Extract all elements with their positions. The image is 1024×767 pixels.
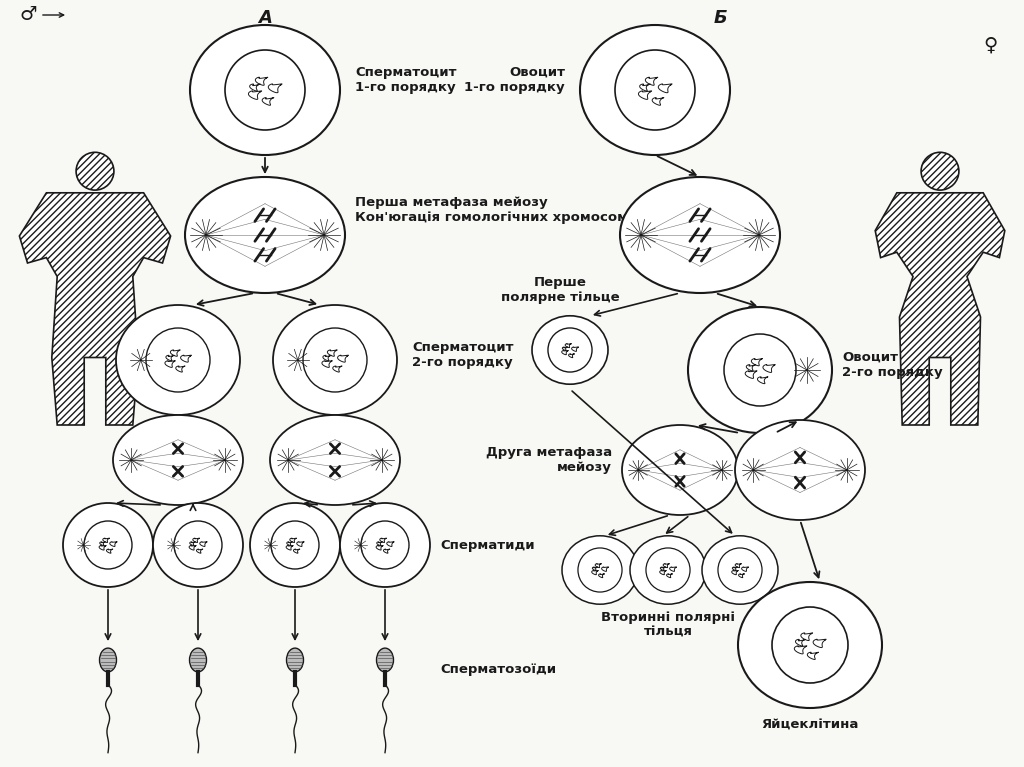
Ellipse shape (532, 316, 608, 384)
Circle shape (303, 328, 367, 392)
Ellipse shape (287, 648, 303, 672)
Polygon shape (19, 193, 171, 425)
Ellipse shape (63, 503, 153, 587)
Text: Вторинні полярні
тільця: Вторинні полярні тільця (601, 611, 735, 639)
Text: Друга метафаза
мейозу: Друга метафаза мейозу (485, 446, 612, 474)
Text: A: A (258, 9, 272, 27)
Circle shape (772, 607, 848, 683)
Circle shape (578, 548, 622, 592)
Ellipse shape (562, 536, 638, 604)
Ellipse shape (99, 648, 117, 672)
Ellipse shape (250, 503, 340, 587)
Ellipse shape (340, 503, 430, 587)
Text: Б: Б (713, 9, 727, 27)
Circle shape (146, 328, 210, 392)
Ellipse shape (688, 307, 831, 433)
Text: Сперматозоїди: Сперматозоїди (440, 663, 556, 676)
Ellipse shape (116, 305, 240, 415)
Ellipse shape (153, 503, 243, 587)
Text: Яйцеклітина: Яйцеклітина (761, 719, 859, 732)
Text: ♀: ♀ (983, 35, 997, 54)
Circle shape (361, 521, 409, 569)
Ellipse shape (630, 536, 706, 604)
Ellipse shape (377, 648, 393, 672)
Circle shape (76, 153, 114, 190)
Circle shape (615, 50, 695, 130)
Ellipse shape (738, 582, 882, 708)
Circle shape (84, 521, 132, 569)
Circle shape (548, 328, 592, 372)
Polygon shape (876, 193, 1005, 425)
Circle shape (646, 548, 690, 592)
Circle shape (225, 50, 305, 130)
Circle shape (271, 521, 319, 569)
Text: ♂: ♂ (19, 5, 37, 25)
Text: Овоцит
1-го порядку: Овоцит 1-го порядку (464, 66, 565, 94)
Circle shape (922, 153, 958, 190)
Text: Сперматоцит
1-го порядку: Сперматоцит 1-го порядку (355, 66, 457, 94)
Ellipse shape (735, 420, 865, 520)
Ellipse shape (580, 25, 730, 155)
Circle shape (724, 334, 796, 406)
Ellipse shape (113, 415, 243, 505)
Text: Перше
полярне тільце: Перше полярне тільце (501, 276, 620, 304)
Ellipse shape (270, 415, 400, 505)
Ellipse shape (620, 177, 780, 293)
Ellipse shape (185, 177, 345, 293)
Circle shape (718, 548, 762, 592)
Ellipse shape (622, 425, 738, 515)
Ellipse shape (273, 305, 397, 415)
Text: Овоцит
2-го порядку: Овоцит 2-го порядку (842, 351, 943, 379)
Text: Перша метафаза мейозу
Кон'югація гомологічних хромосом: Перша метафаза мейозу Кон'югація гомолог… (355, 196, 628, 224)
Text: Сперматиди: Сперматиди (440, 538, 535, 551)
Ellipse shape (702, 536, 778, 604)
Ellipse shape (190, 25, 340, 155)
Circle shape (174, 521, 222, 569)
Ellipse shape (189, 648, 207, 672)
Text: Сперматоцит
2-го порядку: Сперматоцит 2-го порядку (412, 341, 513, 369)
